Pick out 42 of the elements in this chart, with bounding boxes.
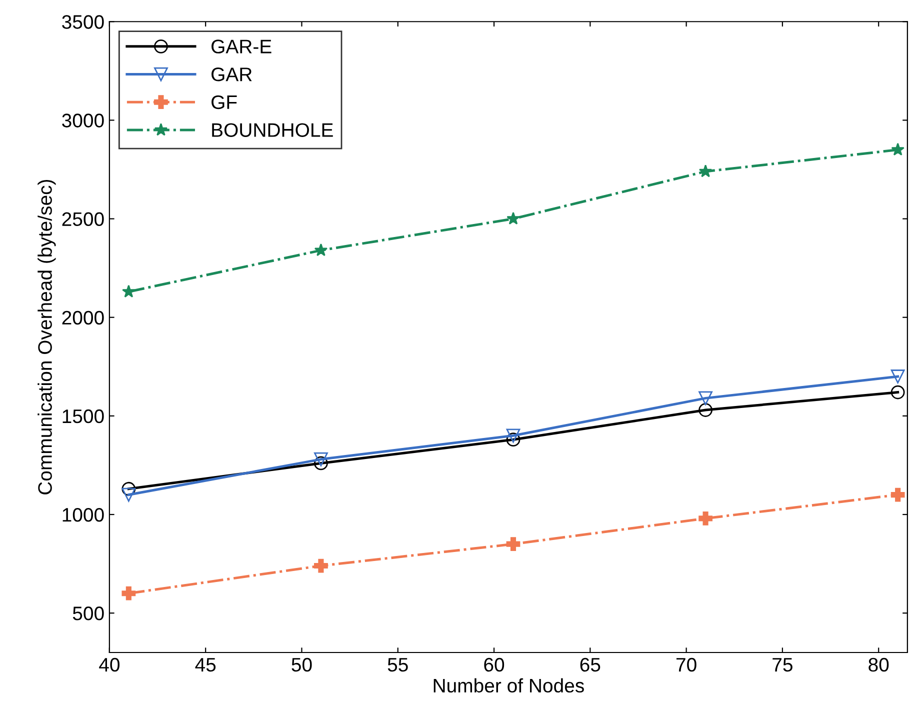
point	[891, 142, 904, 156]
y-tick-label: 2000	[62, 310, 104, 325]
point	[314, 452, 328, 466]
point	[122, 482, 136, 496]
x-tick-label: 60	[484, 658, 504, 672]
point	[698, 512, 712, 526]
legend-label: GAR-E	[212, 40, 272, 54]
x-tick-label: 80	[868, 658, 889, 672]
point	[890, 370, 905, 384]
legend-label: BOUNDHOLE	[212, 123, 333, 137]
x-tick-label: 75	[772, 658, 792, 672]
point	[314, 558, 328, 573]
point	[890, 385, 905, 400]
point	[506, 432, 520, 447]
point	[314, 243, 328, 256]
point	[122, 586, 136, 600]
point	[506, 212, 520, 225]
point	[314, 456, 328, 470]
x-tick-label: 45	[195, 658, 216, 672]
point	[890, 488, 905, 502]
point	[698, 391, 712, 406]
point	[122, 488, 136, 502]
x-tick-label: 50	[292, 658, 312, 672]
x-tick-label: 40	[99, 658, 120, 672]
y-tick-label: 2500	[62, 212, 104, 226]
legend-label: GF	[212, 95, 237, 110]
point	[698, 403, 712, 417]
y-tick-label: 500	[72, 606, 104, 620]
y-tick-label: 1500	[62, 409, 104, 424]
point	[122, 284, 136, 298]
y-axis-title: Communication Overhead (byte/sec)	[38, 180, 56, 494]
point	[506, 428, 520, 443]
y-tick-label: 1000	[62, 508, 104, 522]
point	[698, 164, 712, 178]
y-tick-label: 3500	[62, 15, 104, 29]
y-tick-label: 3000	[62, 114, 104, 128]
x-tick-label: 55	[388, 658, 408, 672]
point	[506, 537, 520, 552]
x-tick-label: 70	[676, 658, 696, 672]
legend-label: GAR	[212, 67, 252, 82]
x-tick-label: 65	[580, 658, 600, 672]
x-axis-title: Number of Nodes	[434, 678, 584, 693]
